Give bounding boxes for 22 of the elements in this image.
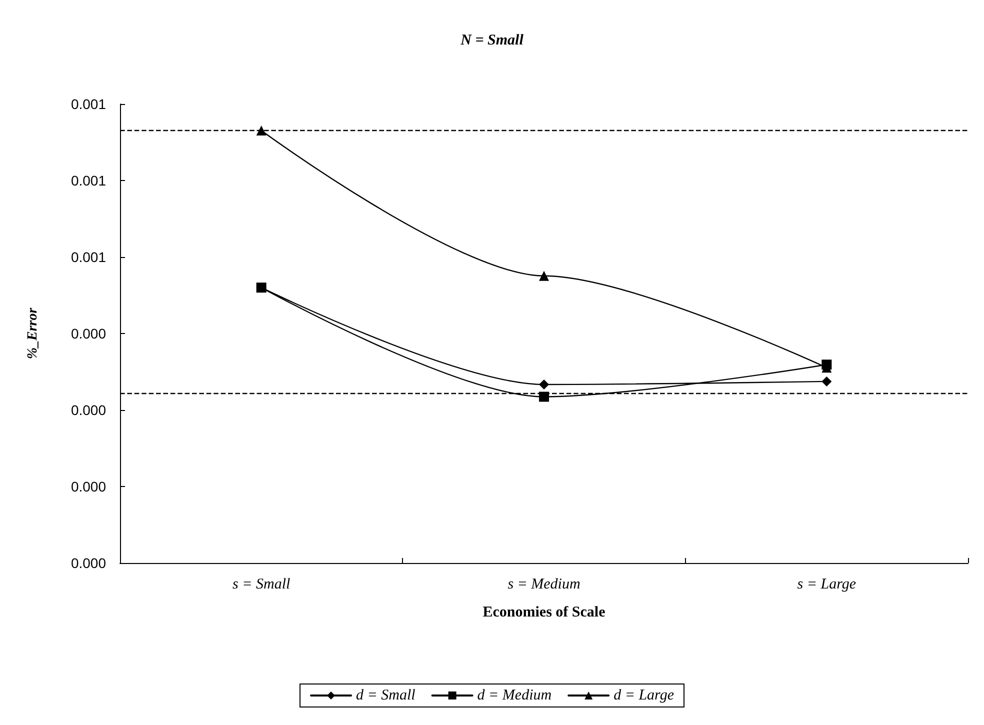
point xyxy=(539,270,549,281)
y-tick-label: 0.000 xyxy=(70,478,106,494)
x-tick-label: s = Small xyxy=(232,576,290,592)
point xyxy=(539,380,549,390)
point xyxy=(256,126,266,136)
y-tick-label: 0.000 xyxy=(70,555,106,571)
y-tick-label: 0.000 xyxy=(70,402,106,418)
x-tick-label: s = Large xyxy=(797,576,856,592)
legend-label: d = Medium xyxy=(477,688,552,704)
y-tick-label: 0.001 xyxy=(70,172,106,188)
point xyxy=(822,376,832,386)
y-tick-label: 0.001 xyxy=(70,249,106,265)
point xyxy=(539,392,549,402)
x-axis-title: Economies of Scale xyxy=(482,604,606,620)
x-tick-label: s = Medium xyxy=(508,576,580,592)
point xyxy=(256,282,266,293)
y-tick-label: 0.001 xyxy=(70,96,106,112)
y-tick-label: 0.000 xyxy=(70,326,106,342)
chart-title: N = Small xyxy=(460,32,524,48)
legend-label: d = Small xyxy=(356,688,416,704)
y-axis-title: %_Error xyxy=(26,307,40,360)
legend-label: d = Large xyxy=(614,688,674,704)
